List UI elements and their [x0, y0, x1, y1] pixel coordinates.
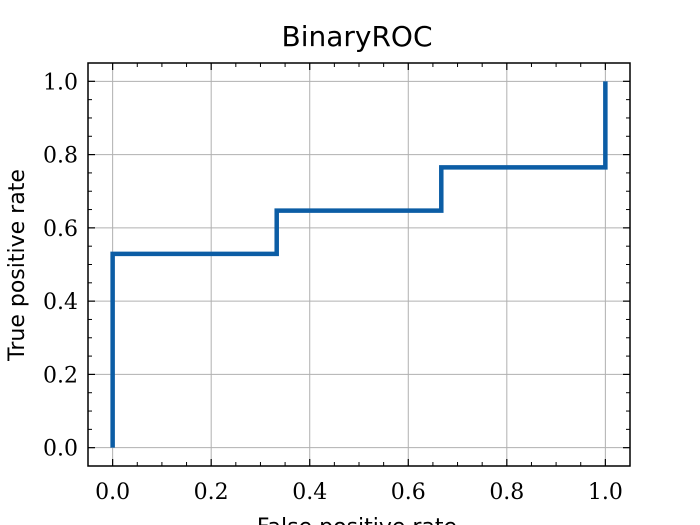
x-tick-label: 0.2: [194, 480, 229, 505]
x-tick-label: 1.0: [588, 480, 623, 505]
y-tick-label: 0.6: [43, 217, 78, 242]
y-axis-label: True positive rate: [5, 169, 30, 362]
y-tick-labels: 0.0 0.2 0.4 0.6 0.8 1.0: [43, 70, 78, 461]
y-tick-label: 1.0: [43, 70, 78, 95]
y-tick-label: 0.0: [43, 437, 78, 462]
x-tick-label: 0.6: [391, 480, 426, 505]
x-tick-label: 0.0: [95, 480, 130, 505]
series-layer: [110, 81, 608, 448]
roc-curve: [110, 81, 608, 448]
y-tick-label: 0.2: [43, 363, 78, 388]
tick-marks: [87, 62, 631, 467]
x-tick-label: 0.8: [489, 480, 524, 505]
y-tick-label: 0.4: [43, 290, 78, 315]
chart-title: BinaryROC: [281, 20, 432, 53]
x-tick-label: 0.4: [292, 480, 327, 505]
x-axis-label: False positive rate: [257, 515, 457, 525]
plot-frame: [87, 62, 631, 467]
grid-lines: [88, 63, 630, 466]
x-tick-labels: 0.0 0.2 0.4 0.6 0.8 1.0: [95, 480, 623, 505]
y-tick-label: 0.8: [43, 144, 78, 169]
